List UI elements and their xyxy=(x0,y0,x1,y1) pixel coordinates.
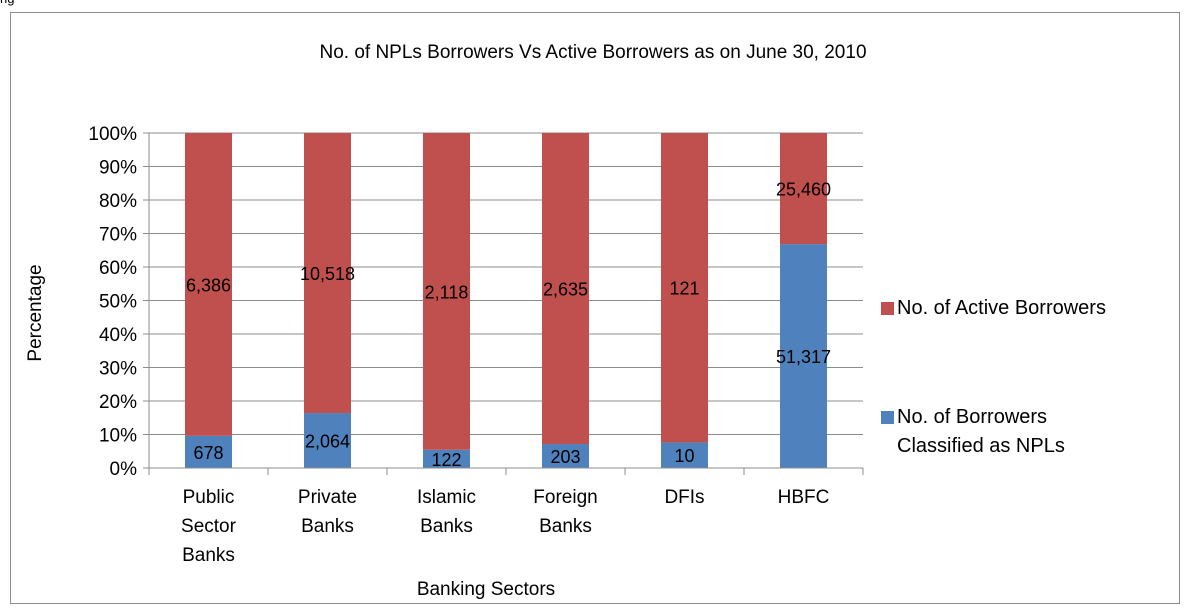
x-tick-label: Islamic Banks xyxy=(417,487,476,537)
bar-segment xyxy=(542,444,589,468)
y-tick-label: 60% xyxy=(99,258,137,279)
bar-segment xyxy=(185,133,232,436)
y-tick-label: 30% xyxy=(99,359,137,380)
bar-segment xyxy=(780,244,827,468)
y-tick-label: 80% xyxy=(99,191,137,212)
data-label: 203 xyxy=(550,447,580,467)
chart-frame: No. of NPLs Borrowers Vs Active Borrower… xyxy=(10,12,1180,604)
data-label: 51,317 xyxy=(776,347,831,367)
y-axis-title: Percentage xyxy=(25,264,46,361)
gridlines xyxy=(149,132,863,435)
data-label: 122 xyxy=(431,450,461,470)
bar-segment xyxy=(542,133,589,445)
data-label: 678 xyxy=(193,443,223,463)
x-axis-title: Banking Sectors xyxy=(417,579,555,600)
chart-title: No. of NPLs Borrowers Vs Active Borrower… xyxy=(319,42,866,63)
x-tick-label: Public Sector Banks xyxy=(181,487,237,566)
bar-segment xyxy=(304,133,351,414)
y-tick-label: 90% xyxy=(99,158,137,179)
legend-label: No. of Active Borrowers xyxy=(897,297,1106,319)
y-tick-label: 10% xyxy=(99,426,137,447)
data-label: 10,518 xyxy=(300,264,355,284)
bar-segment xyxy=(661,442,708,468)
y-tick-label: 70% xyxy=(99,225,137,246)
x-tick-label: Foreign Banks xyxy=(533,487,597,537)
x-tick-label: HBFC xyxy=(778,487,830,508)
data-label: 25,460 xyxy=(776,180,831,200)
x-tick-label: Private Banks xyxy=(298,487,357,537)
bar-segment xyxy=(423,133,470,450)
bar-segment xyxy=(304,413,351,468)
corner-text: ng xyxy=(0,0,14,6)
bar-segment xyxy=(661,133,708,443)
legend-swatch xyxy=(881,411,894,424)
data-label: 6,386 xyxy=(186,275,231,295)
bars xyxy=(185,133,827,468)
y-tick-label: 0% xyxy=(110,459,138,480)
chart-svg: No. of NPLs Borrowers Vs Active Borrower… xyxy=(25,42,1106,600)
data-labels: 678 6,386 2,064 10,518 122 2,118 203 2,635 10 121… xyxy=(186,180,831,470)
y-tick-label: 50% xyxy=(99,292,137,313)
bar-segment xyxy=(780,133,827,245)
y-tick-label: 20% xyxy=(99,392,137,413)
y-tick-label: 100% xyxy=(88,124,137,145)
legend-label: No. of Borrowers Classified as NPLs xyxy=(897,406,1065,457)
axes: 0% 10% 20% 30% 40% 50% 60% 70% 80% 90% 100% Public S… xyxy=(88,124,864,566)
data-label: 2,064 xyxy=(305,432,350,452)
x-tick-label: DFIs xyxy=(664,487,704,508)
data-label: 10 xyxy=(674,446,694,466)
bar-segment xyxy=(423,449,470,468)
bar-segment xyxy=(185,435,232,468)
y-tick-label: 40% xyxy=(99,325,137,346)
data-label: 121 xyxy=(669,279,699,299)
data-label: 2,118 xyxy=(425,282,469,302)
legend-swatch xyxy=(881,302,894,315)
legend: No. of Active Borrowers No. of Borrowers C… xyxy=(881,297,1106,457)
data-label: 2,635 xyxy=(543,280,588,300)
